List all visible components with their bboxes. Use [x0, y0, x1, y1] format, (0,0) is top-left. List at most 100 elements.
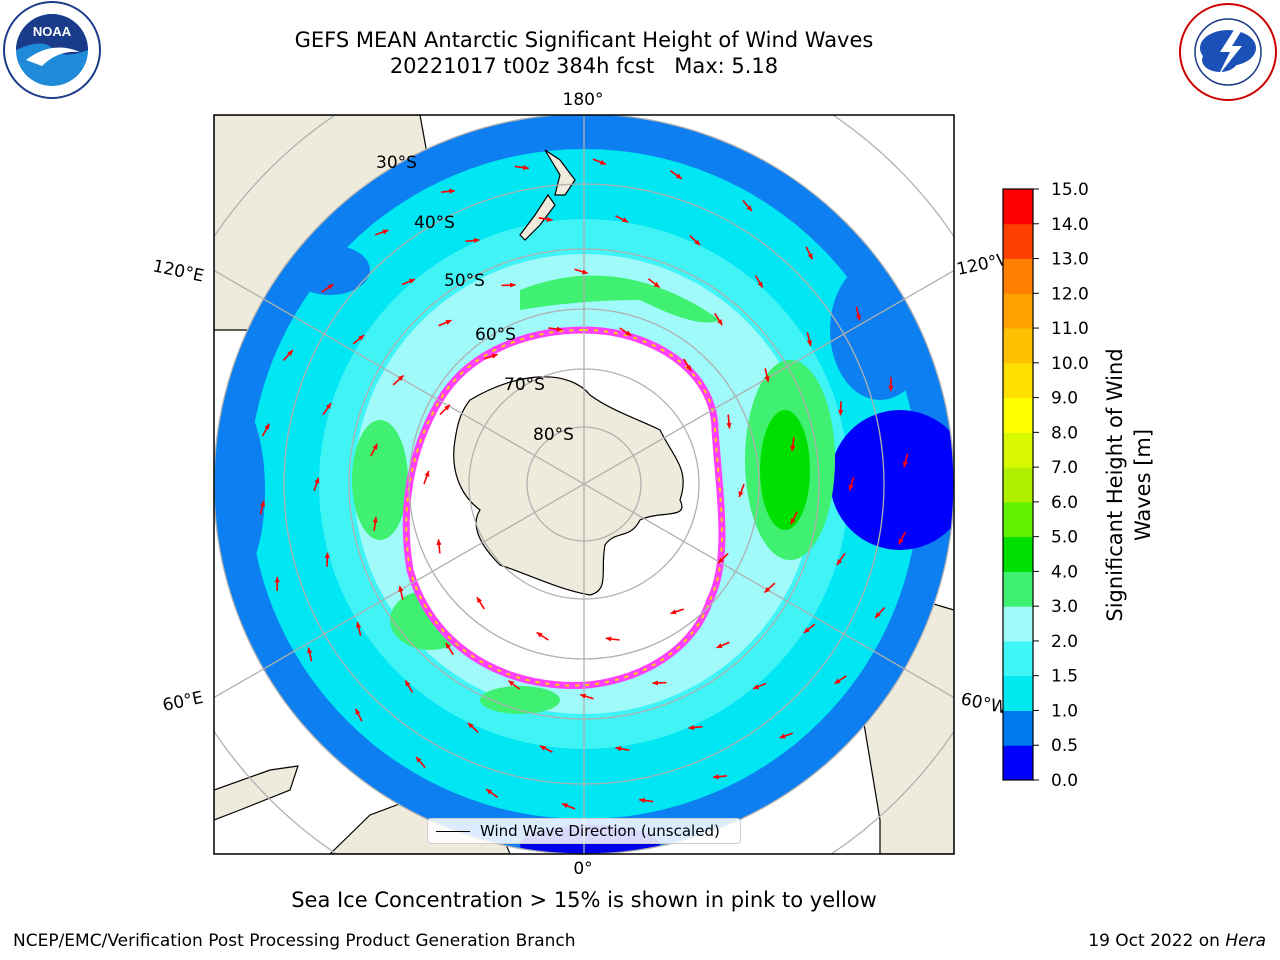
- wave-direction-arrowhead: [836, 558, 843, 565]
- colorbar-tick-label: 4.0: [1051, 562, 1078, 582]
- wave-direction-arrowhead: [717, 319, 723, 326]
- chart-title: GEFS MEAN Antarctic Significant Height o…: [294, 28, 874, 52]
- wave-direction-arrowhead: [838, 409, 844, 416]
- wave-direction-arrowhead: [444, 404, 450, 411]
- colorbar-tick-label: 1.5: [1051, 667, 1078, 687]
- colorbar-segment: [1003, 675, 1033, 711]
- wave-direction-arrowhead: [382, 229, 389, 235]
- wave-direction-arrowhead: [327, 284, 334, 290]
- colorbar-segment: [1003, 397, 1033, 433]
- colorbar-segment: [1003, 571, 1033, 607]
- colorbar-segment: [1003, 606, 1033, 642]
- lon-label-bottom: 0°: [573, 859, 592, 879]
- wave-direction-arrowhead: [523, 165, 529, 171]
- wave-direction-arrowhead: [491, 353, 498, 359]
- wave-direction-arrowhead: [716, 643, 723, 649]
- colorbar-tick-label: 15.0: [1051, 180, 1089, 200]
- wave-direction-arrowhead: [653, 282, 660, 288]
- wave-direction-arrowhead: [424, 470, 430, 477]
- lat-label-60s: 60°S: [475, 325, 516, 345]
- wave-direction-arrowhead: [449, 188, 455, 194]
- wave-direction-arrowhead: [888, 385, 894, 392]
- colorbar-segment: [1003, 536, 1033, 572]
- colorbar-label-line1: Significant Height of Wind: [1103, 348, 1127, 621]
- legend-line-icon: [436, 830, 470, 832]
- wave-direction-arrowhead: [757, 281, 763, 288]
- colorbar-segment: [1003, 710, 1033, 746]
- colorbar-segment: [1003, 258, 1033, 294]
- colorbar-tick-label: 3.0: [1051, 597, 1078, 617]
- wave-direction-arrowhead: [556, 326, 563, 332]
- colorbar-tick-label: 2.0: [1051, 632, 1078, 652]
- colorbar-segment: [1003, 189, 1033, 225]
- wave-direction-arrowhead: [875, 612, 881, 618]
- noaa-logo-text: NOAA: [33, 24, 72, 39]
- wave-direction-arrowhead: [898, 538, 904, 545]
- wave-direction-arrowhead: [622, 217, 629, 223]
- wave-direction-arrowhead: [848, 484, 854, 491]
- graticule: [214, 115, 954, 854]
- legend-label: Wind Wave Direction (unscaled): [480, 822, 720, 840]
- colorbar-tick-label: 0.5: [1051, 736, 1078, 756]
- colorbar-tick-label: 14.0: [1051, 215, 1089, 235]
- wave-direction-arrowhead: [753, 684, 760, 690]
- colorbar-tick-label: 10.0: [1051, 354, 1089, 374]
- lat-label-30s: 30°S: [376, 153, 417, 173]
- colorbar-segment: [1003, 640, 1033, 677]
- wave-direction-arrowhead: [324, 552, 330, 559]
- new-zealand: [544, 149, 576, 196]
- wave-direction-arrowhead: [746, 205, 753, 212]
- colorbar-label-line2: Waves [m]: [1131, 429, 1155, 541]
- wave-direction-arrowhead: [473, 237, 480, 244]
- colorbar-segment: [1003, 501, 1033, 538]
- wave-direction-arrowhead: [539, 745, 546, 751]
- wave-direction-arrowhead: [372, 516, 378, 523]
- wave-direction-arrowhead: [372, 443, 378, 450]
- footer-host: Hera: [1225, 931, 1266, 951]
- wave-direction-arrowhead: [325, 403, 332, 410]
- wave-direction-arrowhead: [779, 733, 786, 739]
- colorbar-tick-label: 0.0: [1051, 771, 1078, 791]
- wave-direction-arrowhead: [790, 518, 796, 525]
- wave-direction-arrowhead: [397, 375, 404, 382]
- wave-direction-arrowhead: [445, 642, 451, 649]
- wave-direction-arrowhead: [615, 746, 622, 752]
- wave-direction-arrowhead: [855, 314, 861, 321]
- wave-direction-arrowhead: [467, 722, 474, 729]
- wave-direction-arrowhead: [803, 627, 810, 633]
- wave-direction-arrowhead: [738, 491, 744, 498]
- wave-direction-arrowhead: [694, 239, 701, 246]
- wave-direction-arrowhead: [264, 423, 270, 430]
- footer-date: 19 Oct 2022 on Hera: [1088, 931, 1266, 951]
- colorbar-tick-label: 1.0: [1051, 701, 1078, 721]
- wave-direction-arrowhead: [675, 173, 682, 179]
- wave-direction-arrowhead: [764, 376, 770, 382]
- sea-ice-caption: Sea Ice Concentration > 15% is shown in …: [291, 888, 877, 912]
- lon-label-top: 180°: [563, 90, 604, 110]
- wave-direction-arrowhead: [486, 789, 493, 795]
- footer-branch: NCEP/EMC/Verification Post Processing Pr…: [13, 931, 576, 951]
- wave-direction-arrowhead: [686, 364, 692, 371]
- wave-direction-arrowhead: [670, 609, 677, 615]
- colorbar-segment: [1003, 223, 1033, 260]
- colorbar-tick-label: 6.0: [1051, 493, 1078, 513]
- footer-date-text: 19 Oct 2022 on: [1088, 931, 1226, 951]
- wave-direction-arrowhead: [358, 335, 365, 341]
- noaa-logo-icon: NOAA: [3, 1, 101, 99]
- wave-direction-arrowhead: [436, 539, 442, 546]
- colorbar-tick-label: 8.0: [1051, 423, 1078, 443]
- wave-direction-arrowhead: [834, 678, 841, 684]
- wave-direction-arrowhead: [476, 597, 482, 604]
- colorbar-tick-label: 7.0: [1051, 458, 1078, 478]
- wave-direction-arrowhead: [688, 724, 695, 731]
- wave-direction-arrowhead: [408, 278, 415, 284]
- colorbar-tick-label: 11.0: [1051, 319, 1089, 339]
- wave-direction-arrowhead: [581, 269, 588, 275]
- wave-direction-arrowhead: [536, 632, 543, 638]
- lat-label-40s: 40°S: [414, 213, 455, 233]
- wave-direction-arrowhead: [445, 319, 452, 325]
- lat-label-50s: 50°S: [444, 271, 485, 291]
- wave-direction-arrowhead: [625, 330, 632, 336]
